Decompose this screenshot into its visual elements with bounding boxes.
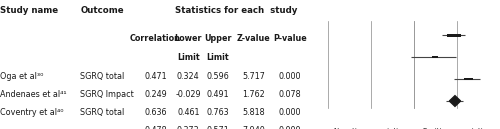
Text: Z-value: Z-value [237,34,270,43]
Bar [464,78,473,80]
Bar [432,57,438,58]
Text: 0.000: 0.000 [278,126,301,129]
Text: 0.324: 0.324 [177,72,200,81]
Text: 5.818: 5.818 [242,108,265,117]
Text: Correlation: Correlation [130,34,181,43]
Text: 5.717: 5.717 [242,72,265,81]
Text: P-value: P-value [273,34,306,43]
Text: Lower: Lower [174,34,202,43]
Text: -0.029: -0.029 [176,90,201,99]
Text: Limit: Limit [206,53,229,62]
Text: 1.762: 1.762 [242,90,265,99]
Text: Andenaes et al⁴¹: Andenaes et al⁴¹ [0,90,66,99]
Text: 0.491: 0.491 [206,90,229,99]
Text: SGRQ total: SGRQ total [80,108,124,117]
Bar [448,34,462,37]
Text: 0.571: 0.571 [206,126,229,129]
Text: Oga et al³⁰: Oga et al³⁰ [0,72,44,81]
Text: Study name: Study name [0,6,58,15]
Text: Coventry et al⁴⁰: Coventry et al⁴⁰ [0,108,64,117]
Text: 0.249: 0.249 [144,90,167,99]
Text: 0.078: 0.078 [278,90,301,99]
Text: Statistics for each  study: Statistics for each study [176,6,298,15]
Text: Negative association: Negative association [334,128,407,129]
Text: Positive association: Positive association [422,128,491,129]
Text: 0.478: 0.478 [144,126,167,129]
Text: Outcome: Outcome [80,6,124,15]
Text: 0.373: 0.373 [177,126,200,129]
Polygon shape [450,96,460,106]
Text: 0.471: 0.471 [144,72,167,81]
Text: 0.000: 0.000 [278,108,301,117]
Text: 0.763: 0.763 [206,108,229,117]
Text: SGRQ Impact: SGRQ Impact [80,90,134,99]
Text: 0.000: 0.000 [278,72,301,81]
Text: Limit: Limit [177,53,200,62]
Text: SGRQ total: SGRQ total [80,72,124,81]
Text: 0.636: 0.636 [144,108,167,117]
Text: 7.940: 7.940 [242,126,265,129]
Text: 0.596: 0.596 [206,72,229,81]
Text: Upper: Upper [204,34,232,43]
Text: 0.461: 0.461 [177,108,200,117]
